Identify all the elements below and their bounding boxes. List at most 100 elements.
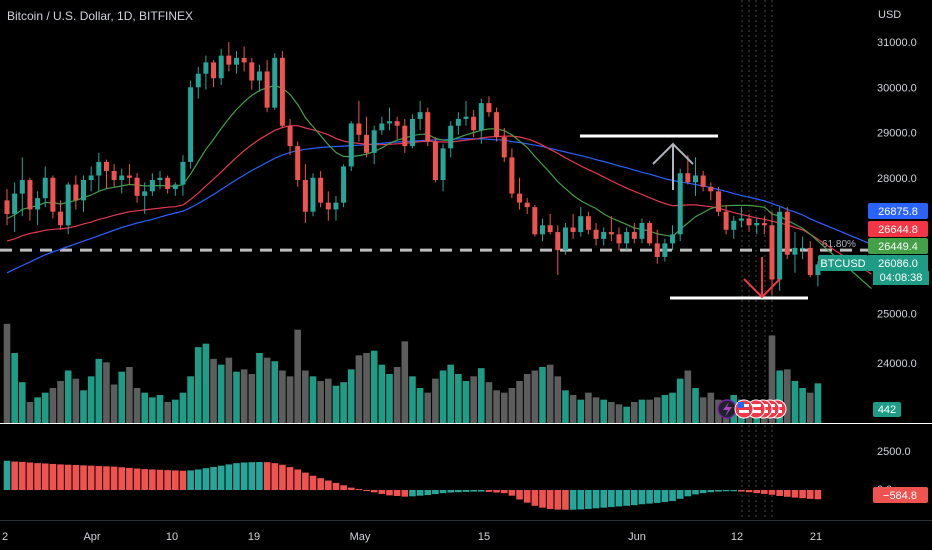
oscillator-bar (592, 490, 600, 509)
volume-bar (194, 347, 202, 423)
oscillator-bar (409, 490, 416, 497)
oscillator-bar (271, 463, 279, 490)
oscillator-bar (722, 490, 730, 492)
oscillator-bar (715, 490, 722, 492)
candle-body (325, 202, 331, 210)
candle-body (509, 157, 515, 194)
volume-bar (64, 370, 72, 423)
oscillator-bar (393, 490, 401, 497)
volume-bar (653, 397, 661, 423)
price-candles[interactable] (4, 42, 821, 296)
oscillator-bar (784, 490, 791, 497)
volume-bar (806, 392, 814, 423)
last-price-bg (868, 255, 928, 271)
volume-bar (455, 374, 462, 423)
candle-body (478, 103, 484, 131)
up-arrow-head (652, 142, 694, 165)
event-markers[interactable] (717, 399, 787, 419)
volume-bar (692, 388, 699, 423)
oscillator-bar (26, 462, 34, 490)
label-ma-short-bg (868, 238, 928, 254)
oscillator-bar (202, 468, 210, 490)
candle-body (524, 202, 530, 208)
volume-bar (799, 388, 806, 423)
oscillator-bar (126, 467, 133, 490)
oscillator-bar (470, 490, 477, 492)
oscillator-bar (340, 485, 347, 490)
grid-lines (0, 0, 932, 521)
chart-title[interactable]: Bitcoin / U.S. Dollar, 1D, BITFINEX (7, 9, 194, 23)
candle-body (593, 229, 599, 239)
candle-body (310, 177, 316, 212)
volume-bar (393, 367, 401, 423)
oscillator-bar (615, 490, 623, 507)
flag-stripe (751, 404, 761, 407)
candle-body (4, 200, 10, 214)
oscillator-bar (500, 490, 508, 494)
currency-label[interactable]: USD (878, 9, 902, 21)
candle-body (409, 118, 415, 147)
volume-bar (554, 376, 562, 423)
oscillator-bar (676, 490, 684, 499)
volume-bar (462, 381, 470, 423)
price-axis[interactable]: 31000.0 30000.0 29000.0 28000.0 25000.0 24000… (877, 37, 917, 496)
oscillator-bar (302, 472, 309, 490)
oscillator-bar (325, 480, 332, 490)
label-ma-mid: 26644.8 (878, 224, 918, 236)
candle-body (654, 243, 660, 257)
volume-bar (638, 399, 646, 423)
candle-body (738, 218, 744, 221)
candle-body (585, 216, 591, 230)
candle-body (65, 184, 71, 226)
drawing-annotations[interactable] (580, 134, 808, 300)
candle-body (693, 175, 698, 183)
volume-bar (669, 392, 676, 423)
x-tick-label: 21 (810, 531, 822, 543)
bar-countdown: 04:08:38 (873, 271, 929, 285)
candle-body (119, 175, 125, 181)
oscillator-bar (761, 490, 768, 494)
oscillator-bar (172, 470, 179, 490)
candle-body (700, 175, 706, 187)
volume-bar (646, 399, 653, 423)
candle-body (448, 125, 454, 149)
candle-body (601, 232, 607, 239)
candle-body (555, 232, 561, 251)
volume-bar (340, 382, 347, 423)
x-tick-label: 10 (166, 531, 178, 543)
candle-body (731, 220, 737, 230)
oscillator-bar (279, 464, 286, 490)
volume-bar (401, 341, 409, 423)
time-axis[interactable]: 2 Apr 10 19 May 15 Jun 12 21 (2, 531, 822, 543)
label-ma-mid-bg (868, 221, 928, 237)
candle-body (203, 62, 209, 74)
candle-body (570, 227, 576, 233)
candle-body (440, 148, 446, 181)
candle-body (387, 121, 392, 124)
oscillator-bar (118, 467, 126, 490)
oscillator-bar (80, 465, 87, 490)
candle-body (486, 103, 492, 113)
volume-bar (615, 404, 623, 423)
oscillator-bar (41, 463, 49, 490)
volume-bar (684, 370, 692, 423)
volume-bar (546, 364, 554, 423)
oscillator-bar (707, 490, 715, 493)
oscillator-bar (64, 464, 72, 490)
oscillator-bar (669, 490, 676, 502)
oscillator-bar (753, 490, 760, 494)
oscillator-bar (562, 490, 569, 510)
volume-bar (699, 397, 707, 423)
candle-body (670, 234, 676, 244)
volume-bar (294, 329, 301, 423)
y-tick-label: 31000.0 (877, 37, 917, 49)
candle-body (784, 211, 790, 255)
volume-bar (332, 385, 340, 423)
candle-body (165, 177, 171, 190)
volume-bar (631, 402, 638, 423)
oscillator-bar (768, 490, 776, 495)
oscillator-bar (217, 465, 225, 490)
candle-body (371, 130, 377, 153)
candle-body (677, 173, 683, 235)
